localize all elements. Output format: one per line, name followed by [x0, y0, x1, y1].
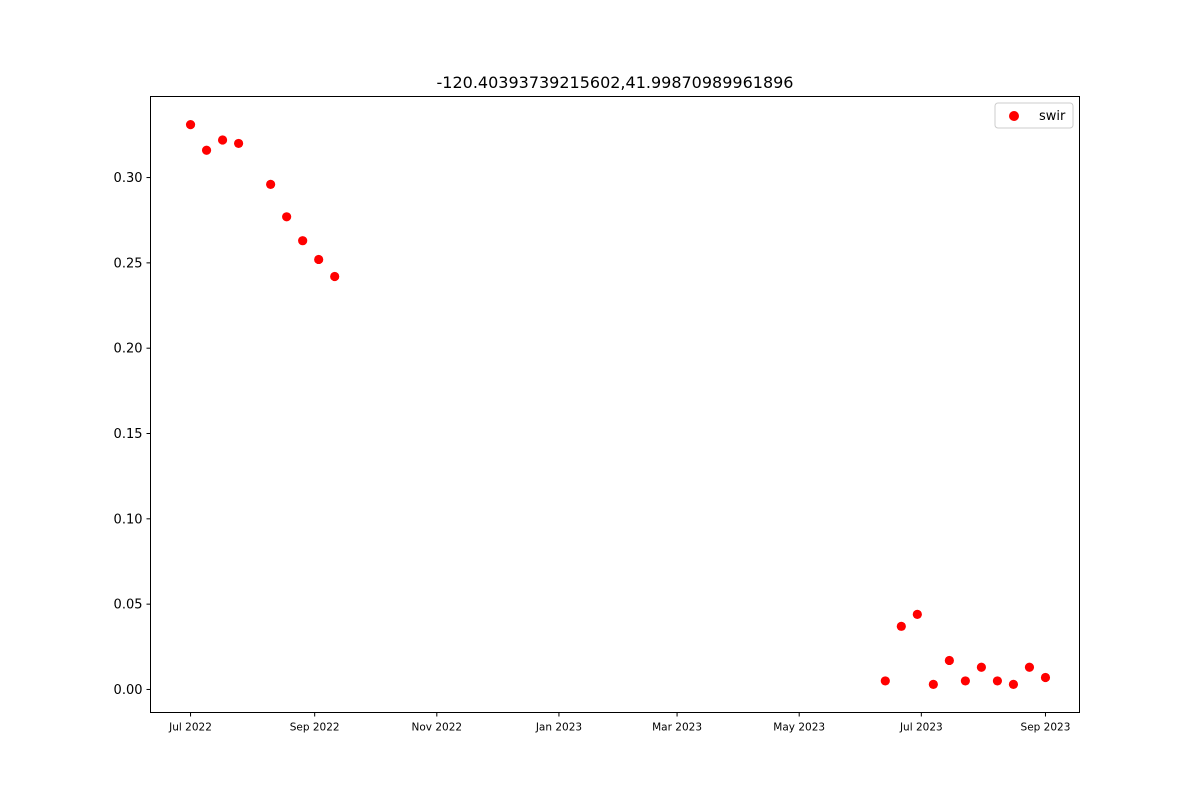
y-tick-label: 0.20: [114, 342, 143, 357]
data-point: [266, 179, 276, 189]
data-point: [928, 679, 938, 689]
y-axis: 0.00 0.05 0.10 0.15 0.20 0.25 0.30: [114, 171, 151, 698]
x-tick-label: Jul 2022: [168, 722, 212, 734]
x-tick-label: Jan 2023: [535, 722, 582, 734]
x-tick-label: Sep 2023: [1021, 722, 1071, 734]
data-point: [330, 271, 340, 282]
data-point: [992, 676, 1003, 686]
data-point: [912, 609, 922, 619]
x-tick-label: Sep 2022: [290, 722, 340, 734]
x-axis: Jul 2022 Sep 2022 Nov 2022 Jan 2023 Mar 2023…: [168, 712, 1071, 734]
data-point: [944, 655, 954, 666]
data-point: [1024, 662, 1035, 672]
x-tick-label: Jul 2023: [899, 722, 943, 734]
x-tick-label: Mar 2023: [652, 722, 702, 734]
data-point: [185, 120, 196, 130]
x-tick-label: Nov 2022: [412, 722, 463, 734]
legend-marker-swir: [1009, 111, 1019, 121]
y-tick-label: 0.10: [114, 512, 143, 527]
data-points: [185, 120, 1051, 689]
y-tick-label: 0.15: [114, 427, 143, 442]
y-tick-label: 0.00: [114, 683, 143, 698]
y-tick-label: 0.30: [114, 171, 143, 186]
data-point: [282, 212, 292, 222]
data-point: [976, 662, 986, 672]
data-point: [880, 676, 890, 686]
data-point: [217, 135, 228, 145]
y-tick-label: 0.05: [114, 598, 143, 613]
plot-frame: [150, 96, 1080, 713]
data-point: [298, 236, 308, 246]
data-point: [201, 145, 212, 155]
data-point: [1008, 679, 1019, 689]
data-point: [1040, 672, 1051, 683]
data-point: [314, 254, 324, 265]
legend-box: [994, 102, 1074, 129]
data-point: [233, 138, 244, 149]
data-point: [896, 621, 906, 631]
legend-label-swir: swir: [1039, 109, 1066, 124]
chart-title: -120.40393739215602,41.99870989961896: [437, 73, 794, 92]
data-point: [960, 676, 970, 686]
legend: swir: [994, 102, 1074, 129]
y-tick-label: 0.25: [114, 256, 143, 271]
x-tick-label: May 2023: [773, 722, 825, 734]
